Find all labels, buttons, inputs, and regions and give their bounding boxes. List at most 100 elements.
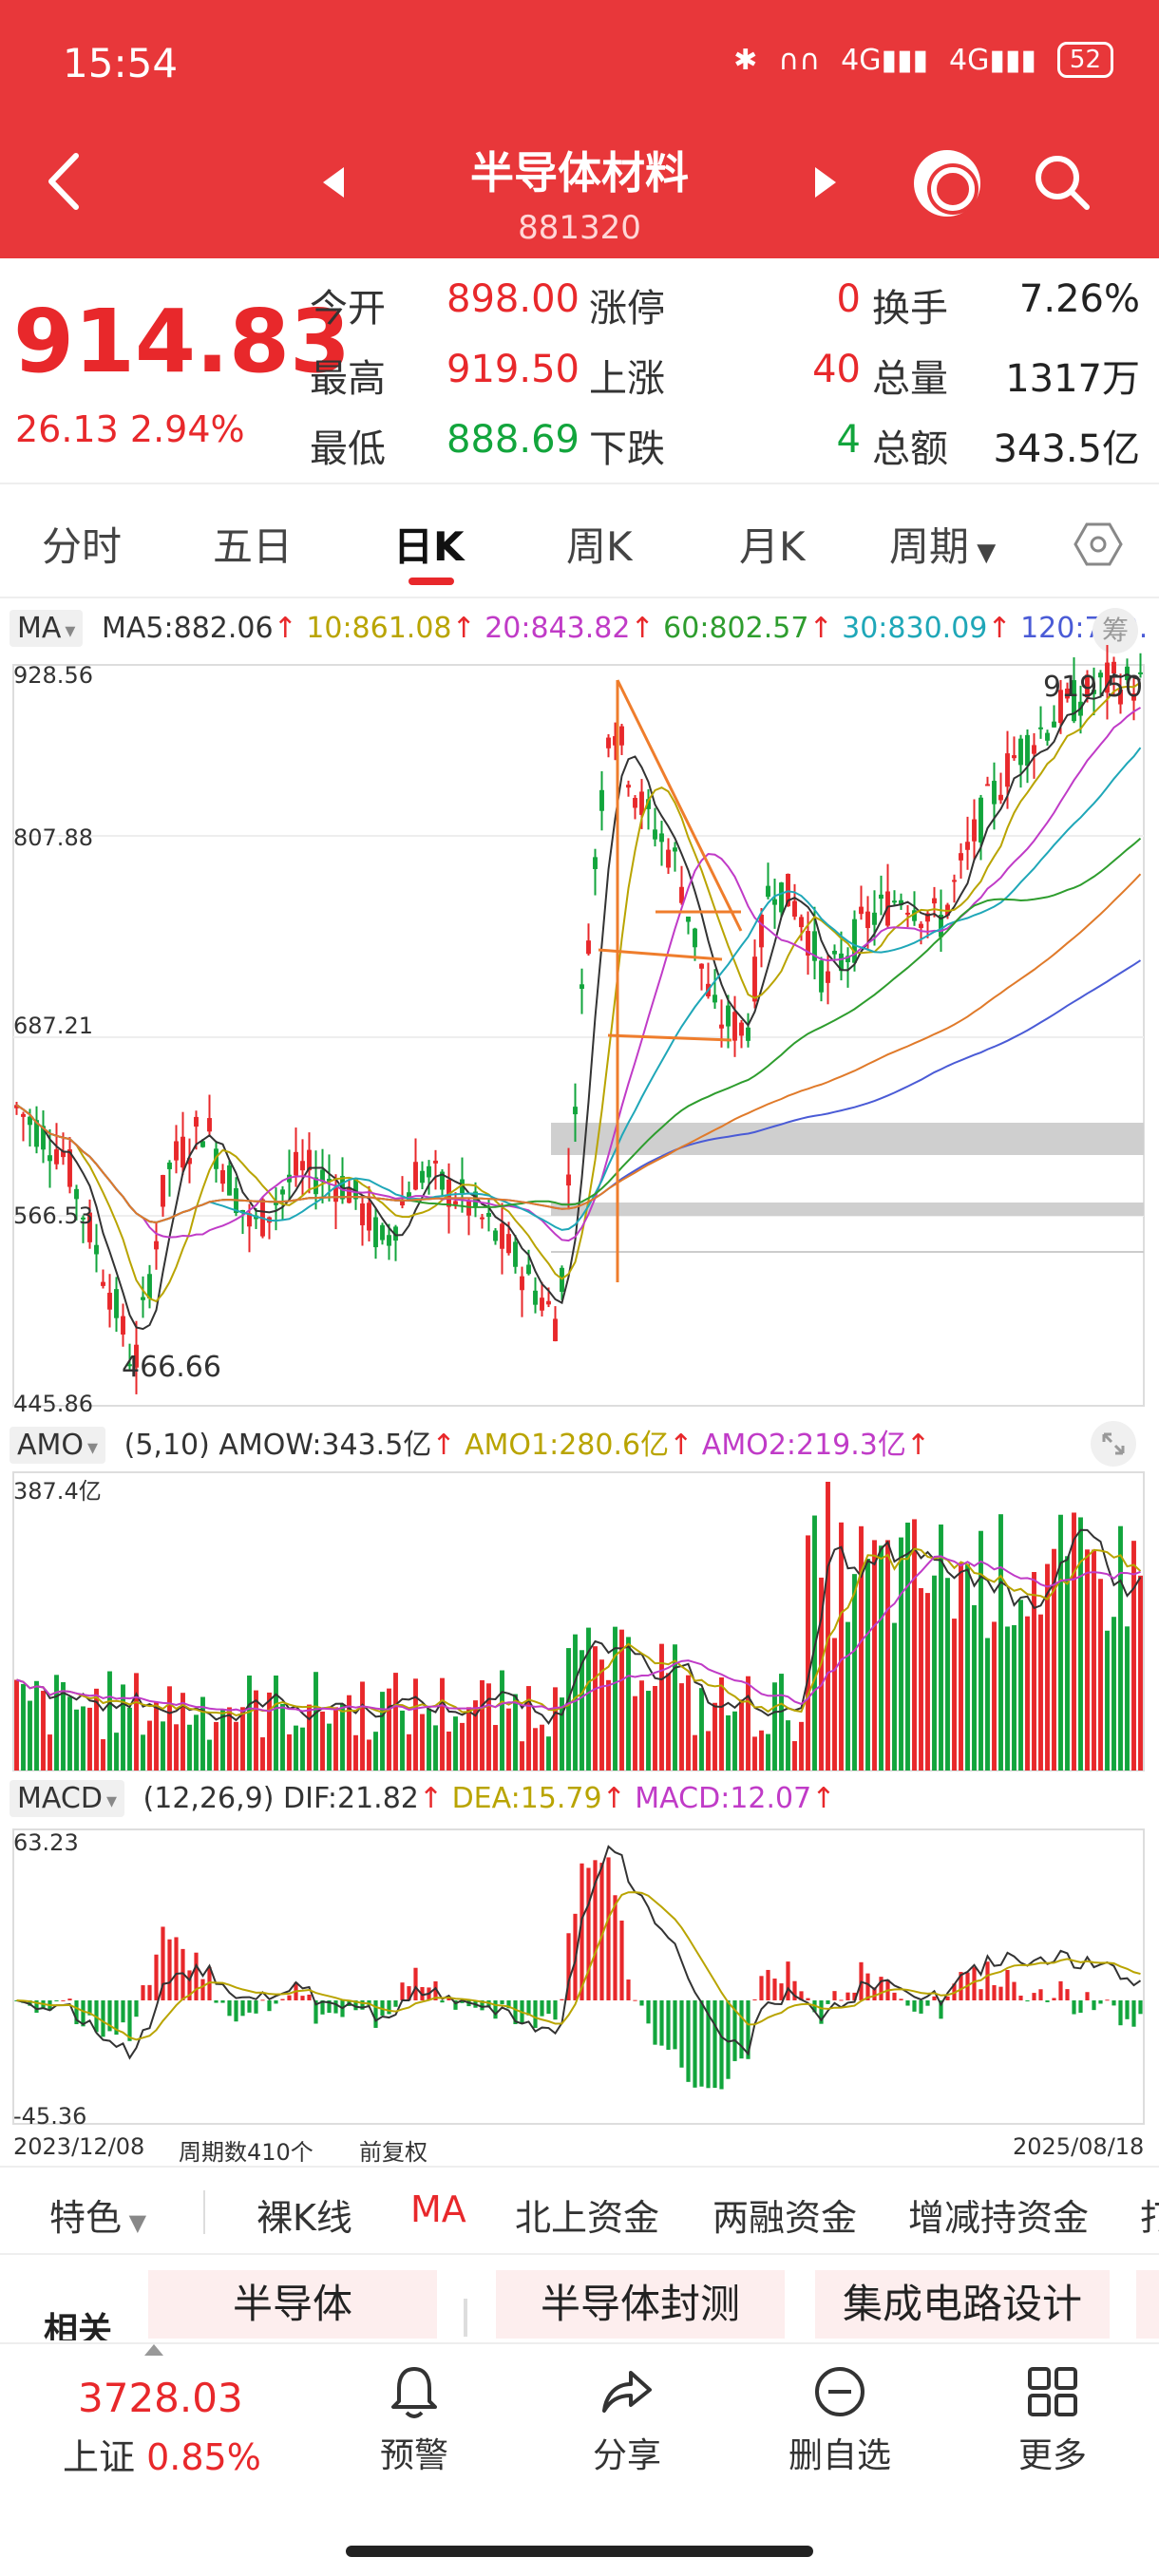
- caret-up-icon: [144, 2344, 163, 2356]
- alert-button[interactable]: 预警: [348, 2363, 481, 2477]
- active-tab-indicator: [408, 578, 454, 585]
- status-time: 15:54: [63, 40, 179, 86]
- related-chip-partial[interactable]: [1136, 2270, 1159, 2339]
- caret-down-icon: ▼: [969, 539, 997, 567]
- tab-monthly-k[interactable]: 月K: [739, 523, 806, 570]
- current-price: 914.83: [13, 291, 352, 392]
- adjust-mode[interactable]: 前复权: [359, 2139, 428, 2166]
- quote-value: 888.69: [446, 418, 580, 462]
- bluetooth-icon: ✱: [733, 43, 758, 77]
- quote-label: 今开: [310, 287, 386, 331]
- func-ma[interactable]: MA: [410, 2188, 466, 2230]
- macd-indicator-line: MACD (12,26,9) DIF:21.82↑ DEA:15.79↑ MAC…: [10, 1780, 835, 1817]
- related-chip[interactable]: 半导体: [148, 2270, 437, 2339]
- macd-params: (12,26,9): [142, 1782, 275, 1815]
- y-label: 445.86: [13, 1391, 93, 1417]
- high-label: 919.50: [1043, 671, 1143, 704]
- prev-stock-icon[interactable]: [323, 167, 344, 198]
- function-bar: 特色 ▼ 裸K线 MA 北上资金 两融资金 增减持资金 打: [0, 2166, 1159, 2255]
- home-indicator[interactable]: [346, 2546, 813, 2557]
- ma5-value: MA5:882.06: [102, 612, 274, 645]
- low-label: 466.66: [122, 1351, 221, 1384]
- index-name-block[interactable]: 上证 0.85%: [63, 2428, 261, 2480]
- alert-label: 预警: [379, 2436, 448, 2475]
- ma-selector[interactable]: MA: [10, 610, 84, 647]
- related-chip[interactable]: 集成电路设计: [815, 2270, 1110, 2339]
- quote-label: 总量: [872, 357, 948, 401]
- amo-panel: [12, 1471, 1145, 1771]
- feature-menu[interactable]: 特色 ▼: [49, 2197, 147, 2239]
- quote-label: 涨停: [589, 287, 665, 331]
- quote-label: 下跌: [589, 427, 665, 471]
- signal-icon: 4G▮▮▮: [841, 43, 929, 77]
- related-chip[interactable]: 半导体封测: [496, 2270, 785, 2339]
- quote-value: 898.00: [446, 277, 580, 321]
- amow-value: AMOW:343.5亿: [218, 1429, 432, 1462]
- minus-circle-icon: [815, 2367, 864, 2416]
- quote-value: 343.5亿: [993, 427, 1140, 471]
- bottom-bar: 3728.03 上证 0.85% 预警 分享 删自选 更多: [0, 2342, 1159, 2576]
- macd-panel: [12, 1828, 1145, 2125]
- grid-icon: [1028, 2367, 1077, 2416]
- tab-weekly-k[interactable]: 周K: [566, 523, 633, 570]
- amo1-value: AMO1:280.6亿: [465, 1429, 670, 1462]
- chart-area[interactable]: [0, 600, 1159, 2158]
- func-holdings-change[interactable]: 增减持资金: [908, 2197, 1090, 2239]
- dif-value: DIF:21.82: [283, 1782, 419, 1815]
- quote-label: 最高: [310, 357, 386, 401]
- remove-watchlist-button[interactable]: 删自选: [773, 2363, 906, 2477]
- ma20-value: 20:843.82: [484, 612, 631, 645]
- macd-selector[interactable]: MACD: [10, 1780, 124, 1817]
- y-label: 566.53: [13, 1203, 93, 1229]
- y-label: 807.88: [13, 824, 93, 851]
- quote-value: 4: [836, 418, 861, 462]
- app-header: 15:54 ✱ ∩∩ 4G▮▮▮ 4G▮▮▮ 52 半导体材料 881320: [0, 0, 1159, 258]
- change-pct: 2.94%: [129, 408, 245, 450]
- divider: [464, 2299, 467, 2337]
- period-tabs: 分时 五日 日K 周K 月K 周期 ▼: [0, 486, 1159, 598]
- ma30-value: 30:830.09: [842, 612, 988, 645]
- price-change: 26.13 2.94%: [15, 408, 245, 450]
- quote-row: 最低 888.69 下跌 4 总额 343.5亿: [0, 418, 1159, 475]
- start-date: 2023/12/08: [13, 2133, 145, 2160]
- y-label: 928.56: [13, 662, 93, 689]
- expand-icon[interactable]: [1091, 1421, 1136, 1467]
- divider: [203, 2190, 205, 2234]
- title-block: 半导体材料 881320: [285, 139, 874, 247]
- quote-label: 上涨: [589, 357, 665, 401]
- tab-five-day[interactable]: 五日: [213, 523, 294, 570]
- func-margin[interactable]: 两融资金: [712, 2197, 858, 2239]
- share-button[interactable]: 分享: [560, 2363, 694, 2477]
- amo-selector[interactable]: AMO: [10, 1427, 106, 1464]
- search-icon[interactable]: [1032, 152, 1092, 213]
- back-icon[interactable]: [42, 148, 87, 215]
- quote-value: 7.26%: [1018, 277, 1140, 321]
- more-button[interactable]: 更多: [986, 2363, 1119, 2477]
- macd-top-label: 63.23: [13, 1829, 79, 1856]
- tab-daily-k[interactable]: 日K: [393, 523, 465, 570]
- next-stock-icon[interactable]: [815, 167, 836, 198]
- func-naked-k[interactable]: 裸K线: [256, 2197, 352, 2239]
- amo-indicator-line: AMO (5,10) AMOW:343.5亿↑ AMO1:280.6亿↑ AMO…: [10, 1421, 930, 1464]
- quote-label: 换手: [872, 287, 948, 331]
- quote-value: 1317万: [1005, 357, 1140, 401]
- signal-icon-2: 4G▮▮▮: [949, 43, 1036, 77]
- chip-distribution-button[interactable]: 筹: [1092, 608, 1138, 653]
- quote-row: 今开 898.00 涨停 0 换手 7.26%: [0, 277, 1159, 334]
- func-more[interactable]: 打: [1140, 2197, 1159, 2239]
- page-title: 半导体材料: [470, 147, 689, 199]
- y-label: 687.21: [13, 1013, 93, 1039]
- tab-intraday[interactable]: 分时: [42, 523, 123, 570]
- quote-value: 919.50: [446, 348, 580, 391]
- index-value[interactable]: 3728.03: [78, 2375, 243, 2421]
- bell-icon: [391, 2367, 437, 2418]
- tab-period[interactable]: 周期 ▼: [889, 523, 997, 570]
- func-northbound[interactable]: 北上资金: [515, 2197, 660, 2239]
- amo-params: (5,10): [124, 1429, 210, 1462]
- status-icons: ✱ ∩∩ 4G▮▮▮ 4G▮▮▮ 52: [733, 42, 1113, 78]
- settings-hexagon-icon[interactable]: [1074, 522, 1123, 566]
- mascot-icon[interactable]: [914, 150, 980, 217]
- quote-row: 最高 919.50 上涨 40 总量 1317万: [0, 348, 1159, 405]
- related-title: 相关: [44, 2311, 113, 2340]
- period-count: 周期数410个: [179, 2139, 314, 2166]
